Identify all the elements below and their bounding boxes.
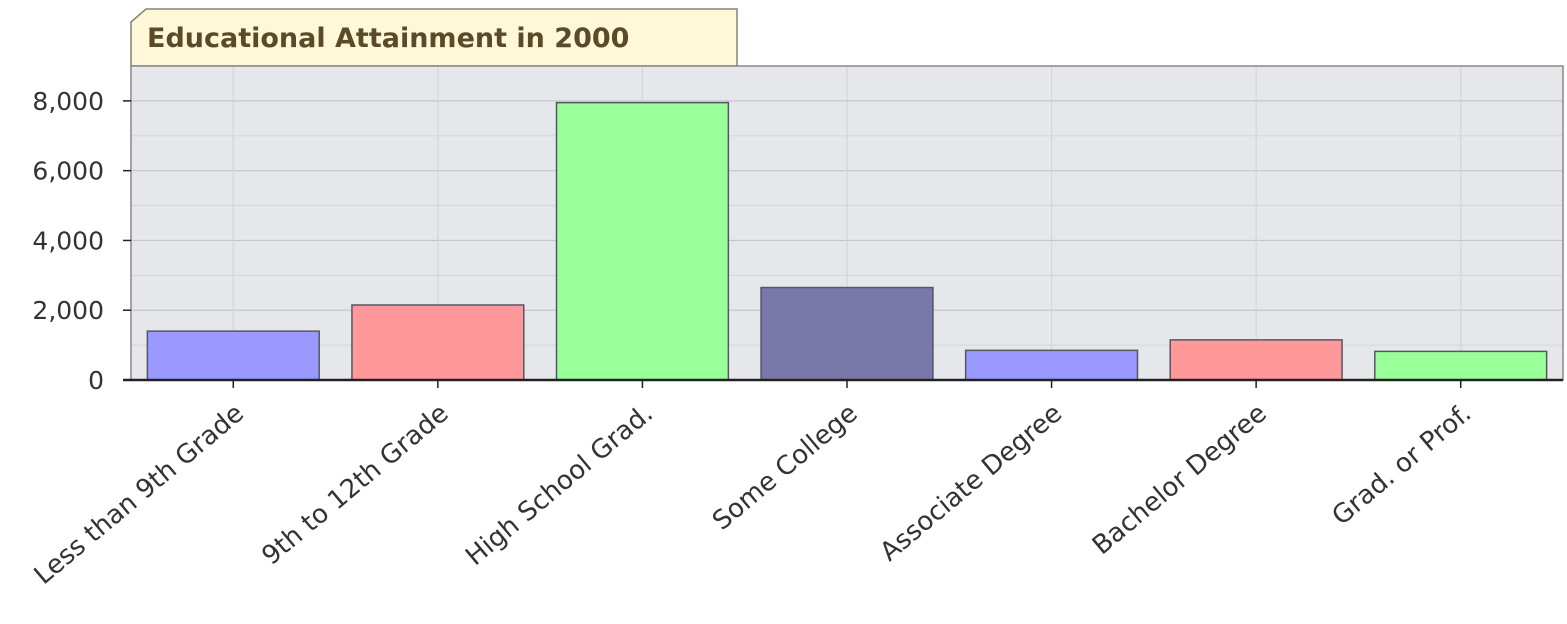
bar xyxy=(146,330,320,381)
x-axis-ticks: Less than 9th Grade 9th to 12th Grade High… xyxy=(29,380,1478,591)
x-tick-label: Less than 9th Grade xyxy=(29,398,250,590)
bars xyxy=(146,101,1548,381)
bar xyxy=(351,304,525,381)
y-tick-label: 2,000 xyxy=(32,296,104,325)
x-tick-label: Bachelor Degree xyxy=(1087,398,1273,561)
y-axis-ticks: 0 2,000 4,000 6,000 8,000 xyxy=(32,87,131,395)
y-tick-label: 0 xyxy=(88,366,104,395)
y-tick-label: 8,000 xyxy=(32,87,104,116)
x-tick-label: Some College xyxy=(707,398,863,536)
bar xyxy=(555,101,730,381)
bar xyxy=(964,349,1139,381)
bar xyxy=(760,286,934,381)
x-tick-label: 9th to 12th Grade xyxy=(256,398,454,571)
bar xyxy=(1169,339,1343,381)
chart-title-tab: Educational Attainment in 2000 xyxy=(130,8,738,67)
bar xyxy=(1374,350,1548,381)
y-tick-label: 6,000 xyxy=(32,157,104,186)
y-tick-label: 4,000 xyxy=(32,226,104,255)
x-tick-label: Grad. or Prof. xyxy=(1327,398,1478,531)
x-tick-label: Associate Degree xyxy=(875,398,1068,567)
x-tick-label: High School Grad. xyxy=(460,398,659,571)
chart-title: Educational Attainment in 2000 xyxy=(147,23,629,54)
